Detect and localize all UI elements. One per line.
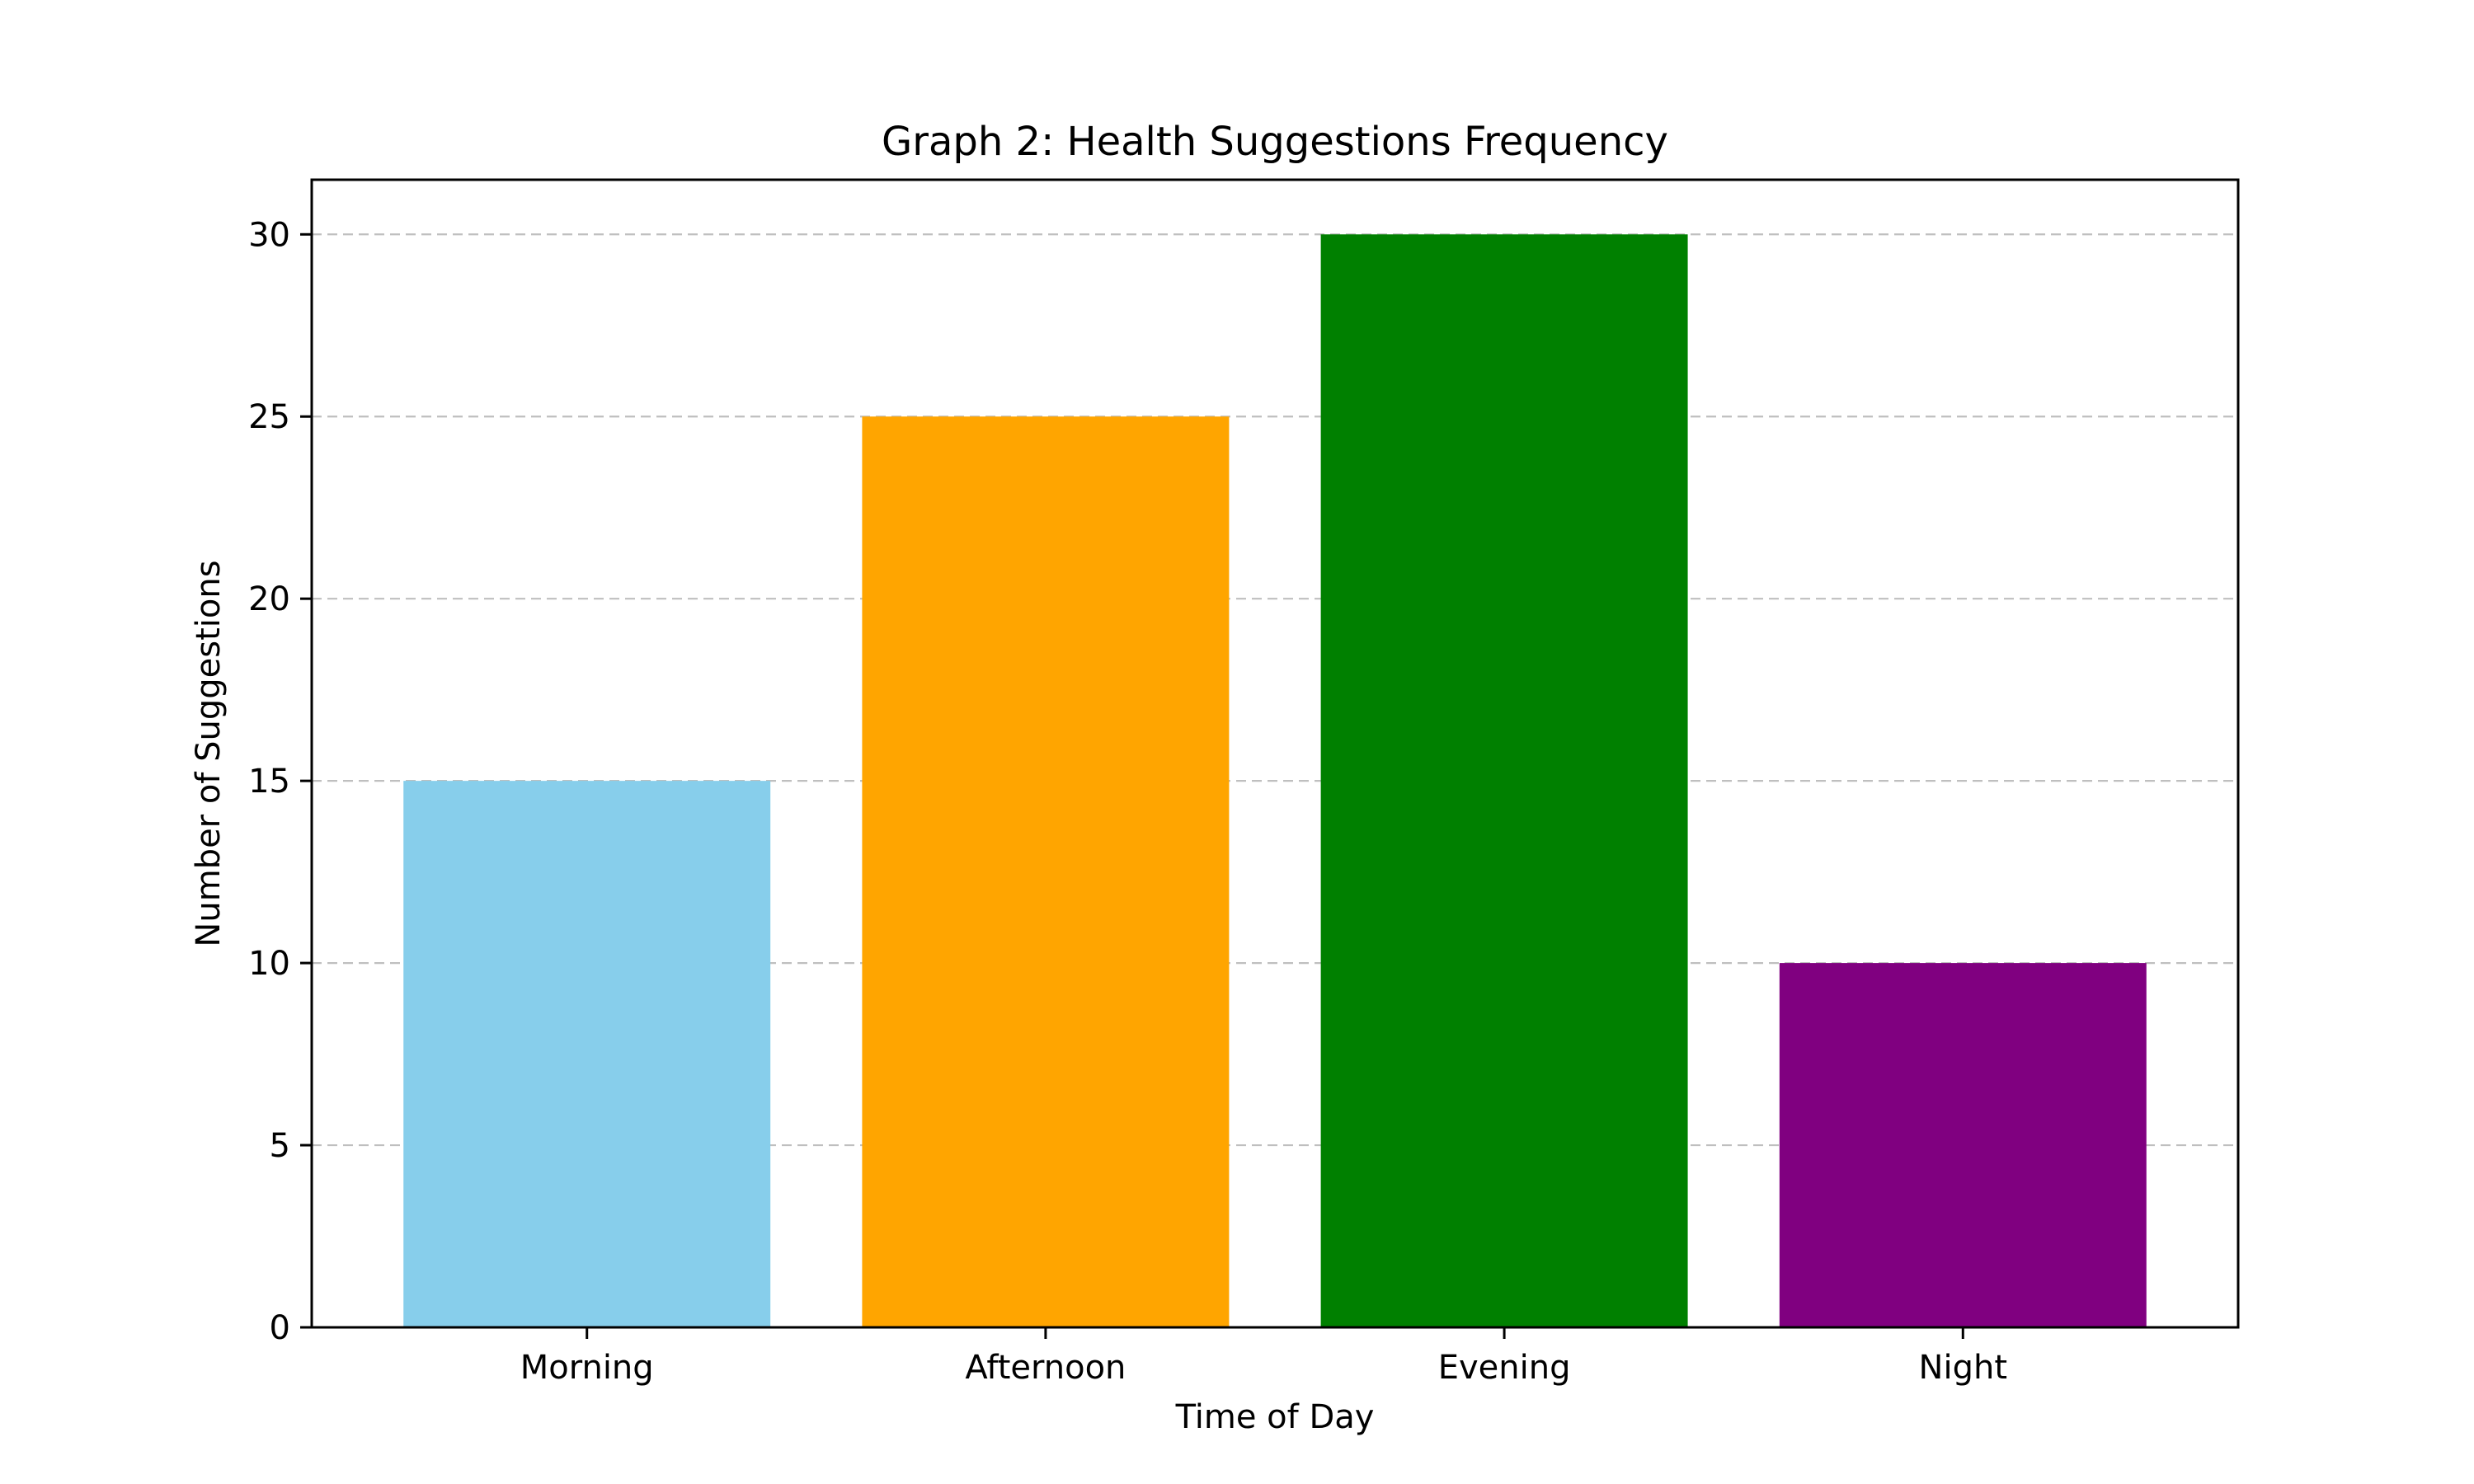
y-tick-label: 5 [270,1127,290,1165]
bars [403,234,2147,1328]
y-tick-label: 15 [248,763,290,801]
y-tick-label: 20 [248,580,290,618]
bar-night [1779,963,2147,1327]
y-tick-label: 0 [270,1309,290,1347]
y-axis-ticks: 0 5 10 15 20 25 30 [248,216,312,1347]
y-tick-label: 25 [248,398,290,436]
bar-morning [403,781,771,1327]
bar-afternoon [862,416,1230,1328]
x-tick-label: Morning [520,1349,654,1387]
x-tick-label: Afternoon [965,1349,1126,1387]
x-tick-label: Night [1919,1349,2007,1387]
plot-frame [310,178,2240,1329]
y-tick-label: 30 [248,216,290,254]
bar-evening [1320,234,1688,1328]
x-tick-label: Evening [1438,1349,1571,1387]
x-axis-label: Time of Day [1175,1398,1375,1436]
x-axis-ticks: Morning Afternoon Evening Night [520,1327,2007,1387]
y-tick-label: 10 [248,945,290,983]
y-axis-label: Number of Suggestions [190,560,228,946]
chart-title: Graph 2: Health Suggestions Frequency [882,119,1668,165]
